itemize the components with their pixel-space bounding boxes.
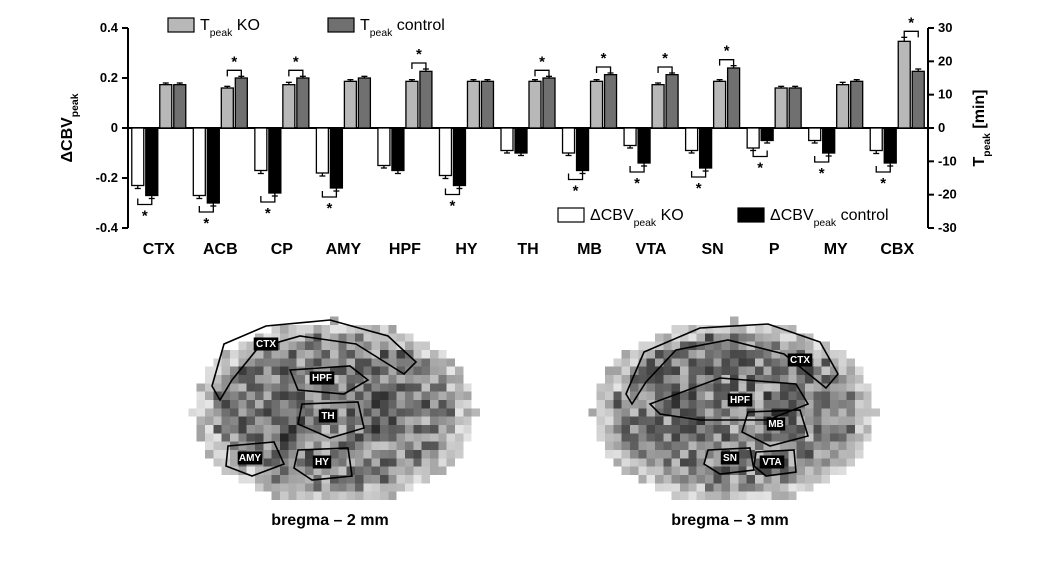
svg-text:*: * bbox=[696, 180, 702, 197]
svg-text:*: * bbox=[819, 165, 825, 182]
svg-text:*: * bbox=[450, 198, 456, 215]
svg-text:0.2: 0.2 bbox=[100, 70, 118, 85]
brain-caption-left: bregma – 2 mm bbox=[170, 512, 490, 530]
svg-text:HPF: HPF bbox=[389, 241, 421, 258]
svg-text:*: * bbox=[203, 215, 209, 232]
svg-text:*: * bbox=[293, 53, 299, 70]
svg-text:*: * bbox=[880, 175, 886, 192]
svg-text:30: 30 bbox=[938, 20, 952, 35]
svg-text:CBX: CBX bbox=[880, 241, 914, 258]
svg-text:*: * bbox=[601, 50, 607, 67]
svg-text:CTX: CTX bbox=[143, 241, 175, 258]
figure-root: -0.4-0.200.20.4-30-20-100102030ΔCBVpeakT… bbox=[0, 0, 1050, 572]
svg-text:*: * bbox=[662, 50, 668, 67]
brain-row: CTXHPFTHAMYHY bregma – 2 mm CTXHPFMBSNVT… bbox=[0, 300, 1050, 560]
svg-text:*: * bbox=[416, 46, 422, 63]
svg-text:CP: CP bbox=[271, 241, 294, 258]
svg-text:P: P bbox=[769, 241, 780, 258]
svg-text:*: * bbox=[573, 183, 579, 200]
svg-text:*: * bbox=[265, 205, 271, 222]
svg-text:VTA: VTA bbox=[636, 241, 667, 258]
svg-text:-20: -20 bbox=[938, 187, 957, 202]
brain-caption-right: bregma – 3 mm bbox=[570, 512, 890, 530]
svg-text:*: * bbox=[757, 160, 763, 177]
chart-svg: -0.4-0.200.20.4-30-20-100102030ΔCBVpeakT… bbox=[50, 10, 1000, 270]
brain-image-right bbox=[580, 300, 880, 500]
svg-text:20: 20 bbox=[938, 53, 952, 68]
svg-text:HY: HY bbox=[455, 241, 478, 258]
svg-text:-10: -10 bbox=[938, 153, 957, 168]
svg-text:MB: MB bbox=[577, 241, 602, 258]
svg-text:*: * bbox=[231, 53, 237, 70]
brain-image-left bbox=[180, 300, 480, 500]
svg-text:SN: SN bbox=[701, 241, 723, 258]
svg-text:ACB: ACB bbox=[203, 241, 238, 258]
svg-text:*: * bbox=[539, 53, 545, 70]
svg-text:-0.4: -0.4 bbox=[96, 220, 119, 235]
svg-text:0: 0 bbox=[938, 120, 945, 135]
svg-text:0: 0 bbox=[111, 120, 118, 135]
brain-panel-right: CTXHPFMBSNVTA bregma – 3 mm bbox=[570, 300, 890, 530]
svg-text:*: * bbox=[634, 175, 640, 192]
svg-text:-30: -30 bbox=[938, 220, 957, 235]
svg-text:0.4: 0.4 bbox=[100, 20, 119, 35]
bar-chart: -0.4-0.200.20.4-30-20-100102030ΔCBVpeakT… bbox=[50, 10, 1000, 270]
brain-panel-left: CTXHPFTHAMYHY bregma – 2 mm bbox=[170, 300, 490, 530]
svg-text:*: * bbox=[908, 14, 914, 31]
svg-text:MY: MY bbox=[824, 241, 848, 258]
svg-text:-0.2: -0.2 bbox=[96, 170, 118, 185]
svg-text:*: * bbox=[142, 208, 148, 225]
svg-text:*: * bbox=[724, 43, 730, 60]
svg-text:TH: TH bbox=[517, 241, 538, 258]
svg-text:10: 10 bbox=[938, 87, 952, 102]
svg-text:AMY: AMY bbox=[326, 241, 362, 258]
svg-text:*: * bbox=[326, 200, 332, 217]
